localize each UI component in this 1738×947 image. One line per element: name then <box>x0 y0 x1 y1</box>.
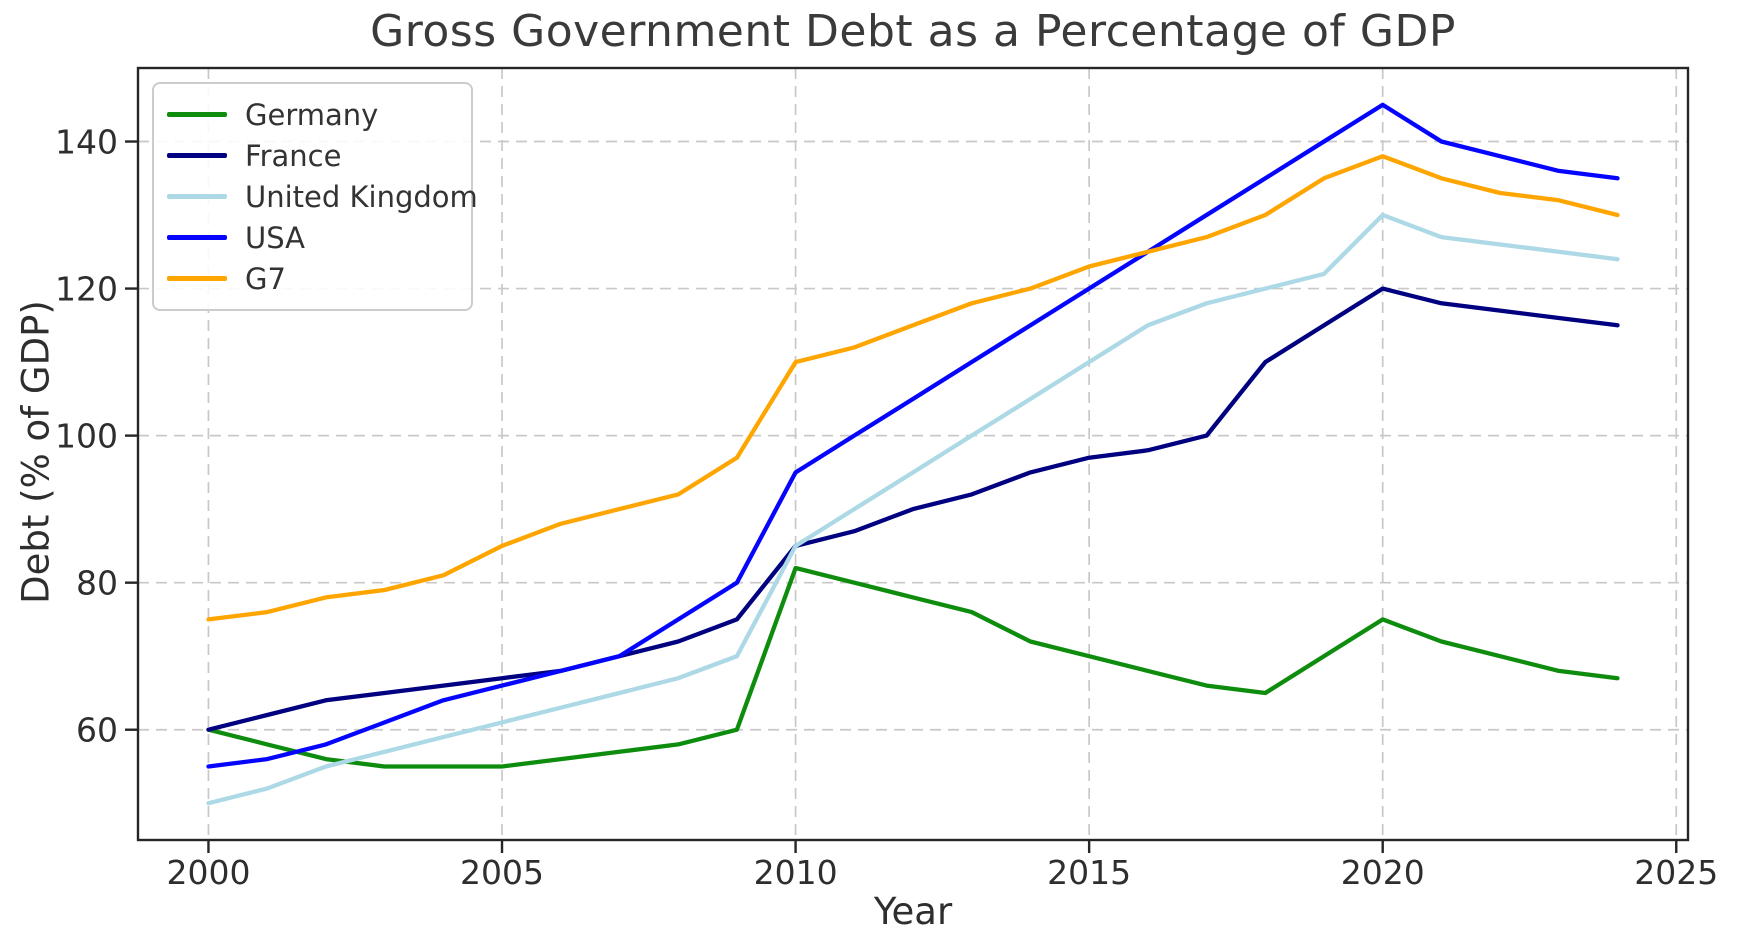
legend-item-germany: Germany <box>167 94 457 135</box>
chart-title: Gross Government Debt as a Percentage of… <box>370 6 1456 57</box>
series-line-france <box>206 286 1620 732</box>
legend-swatch-usa <box>167 235 227 240</box>
legend-label: G7 <box>245 261 286 296</box>
x-tick-label: 2015 <box>1047 853 1131 892</box>
x-axis-label: Year <box>873 890 953 933</box>
x-tick-label: 2020 <box>1341 853 1425 892</box>
legend-swatch-germany <box>167 112 227 117</box>
legend-item-g7: G7 <box>167 258 457 299</box>
legend-label: USA <box>245 220 306 255</box>
legend: Germany France United Kingdom USA G7 <box>152 82 478 311</box>
series-line-united-kingdom <box>206 212 1620 806</box>
y-tick-label: 100 <box>55 417 118 456</box>
x-tick-label: 2010 <box>754 853 838 892</box>
legend-swatch-united-kingdom <box>167 194 227 199</box>
legend-swatch-france <box>167 153 227 158</box>
y-tick-label: 80 <box>76 564 118 603</box>
x-tick-label: 2005 <box>460 853 544 892</box>
legend-label: France <box>245 138 342 173</box>
x-tick-label: 2025 <box>1634 853 1718 892</box>
legend-item-united-kingdom: United Kingdom <box>167 176 478 217</box>
legend-item-usa: USA <box>167 217 457 258</box>
series-line-g7 <box>206 154 1620 622</box>
series-line-germany <box>206 565 1620 769</box>
y-tick-label: 140 <box>55 123 118 162</box>
x-tick-label: 2000 <box>166 853 250 892</box>
series-line-usa <box>206 102 1620 769</box>
legend-label: Germany <box>245 97 379 132</box>
axes-spines <box>136 66 1690 842</box>
y-tick-label: 60 <box>76 711 118 750</box>
legend-swatch-g7 <box>167 276 227 281</box>
legend-label: United Kingdom <box>245 179 478 214</box>
legend-item-france: France <box>167 135 457 176</box>
y-tick-label: 120 <box>55 270 118 309</box>
